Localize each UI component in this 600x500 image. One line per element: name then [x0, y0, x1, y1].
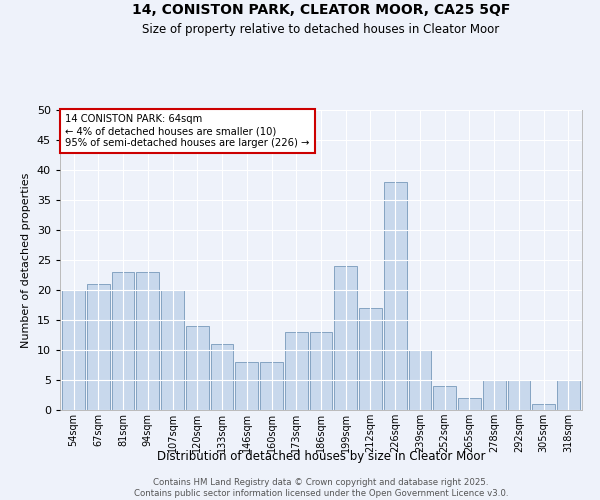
Y-axis label: Number of detached properties: Number of detached properties	[21, 172, 31, 348]
Bar	[359, 308, 382, 410]
Bar	[211, 344, 233, 410]
Bar	[112, 272, 134, 410]
Bar	[557, 380, 580, 410]
Text: Contains HM Land Registry data © Crown copyright and database right 2025.
Contai: Contains HM Land Registry data © Crown c…	[134, 478, 508, 498]
Bar	[334, 266, 357, 410]
Text: Size of property relative to detached houses in Cleator Moor: Size of property relative to detached ho…	[142, 22, 500, 36]
Bar	[285, 332, 308, 410]
Text: 14 CONISTON PARK: 64sqm
← 4% of detached houses are smaller (10)
95% of semi-det: 14 CONISTON PARK: 64sqm ← 4% of detached…	[65, 114, 310, 148]
Bar	[483, 380, 506, 410]
Bar	[235, 362, 258, 410]
Bar	[310, 332, 332, 410]
Bar	[136, 272, 159, 410]
Text: 14, CONISTON PARK, CLEATOR MOOR, CA25 5QF: 14, CONISTON PARK, CLEATOR MOOR, CA25 5Q…	[132, 2, 510, 16]
Bar	[384, 182, 407, 410]
Bar	[260, 362, 283, 410]
Text: Distribution of detached houses by size in Cleator Moor: Distribution of detached houses by size …	[157, 450, 485, 463]
Bar	[62, 290, 85, 410]
Bar	[87, 284, 110, 410]
Bar	[409, 350, 431, 410]
Bar	[161, 290, 184, 410]
Bar	[532, 404, 555, 410]
Bar	[433, 386, 456, 410]
Bar	[458, 398, 481, 410]
Bar	[508, 380, 530, 410]
Bar	[186, 326, 209, 410]
